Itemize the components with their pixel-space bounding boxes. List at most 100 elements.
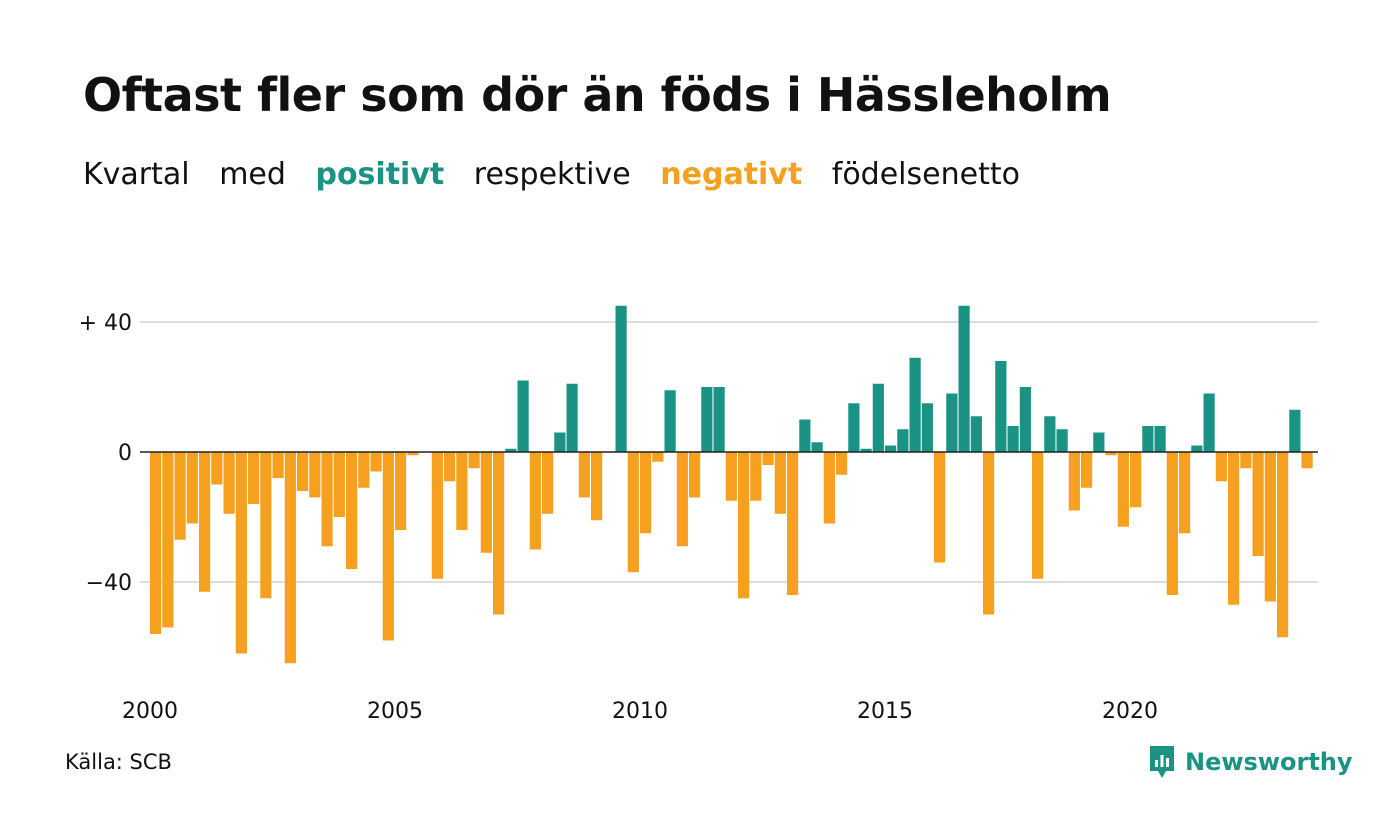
bar: [309, 452, 321, 498]
bar: [909, 357, 921, 452]
bar: [321, 452, 333, 547]
bar: [995, 361, 1007, 452]
gridlines: [140, 321, 1318, 583]
bar: [872, 383, 884, 452]
bar: [456, 452, 468, 530]
bar: [1289, 409, 1301, 452]
bar: [505, 448, 517, 452]
bar: [1154, 426, 1166, 452]
bar: [1228, 452, 1240, 605]
bar: [1130, 452, 1142, 508]
bar: [934, 452, 946, 563]
bar: [750, 452, 762, 501]
subtitle-kvartal: Kvartal: [83, 157, 190, 192]
bar: [1019, 387, 1031, 452]
bar: [725, 452, 737, 501]
bar: [615, 305, 627, 452]
bar: [1032, 452, 1044, 579]
bar: [333, 452, 345, 517]
bar: [1081, 452, 1093, 488]
bar: [223, 452, 235, 514]
subtitle-negative-word: negativt: [660, 157, 803, 192]
bar: [284, 452, 296, 664]
bar: [1203, 393, 1215, 452]
bar: [529, 452, 541, 550]
bar: [1093, 432, 1105, 452]
bar: [1166, 452, 1178, 595]
bar: [542, 452, 554, 514]
source-note: Källa: SCB: [65, 750, 172, 774]
bar: [272, 452, 284, 478]
bar: [799, 419, 811, 452]
bar: [676, 452, 688, 547]
logo-text: Newsworthy: [1185, 748, 1353, 776]
subtitle-respektive: respektive: [473, 157, 631, 192]
bar: [1117, 452, 1129, 527]
chart-subtitle: Kvartal med positivt respektive negativt…: [83, 157, 1040, 192]
bar: [860, 448, 872, 452]
bar: [517, 380, 529, 452]
x-tick-label: 2015: [857, 699, 913, 724]
bar: [431, 452, 443, 579]
bar: [689, 452, 701, 498]
bar: [395, 452, 407, 530]
chart-title: Oftast fler som dör än föds i Hässleholm: [83, 68, 1112, 122]
x-tick-label: 2000: [122, 699, 178, 724]
bar: [1179, 452, 1191, 534]
bar: [811, 442, 823, 452]
bar: [211, 452, 223, 485]
bar: [407, 452, 419, 456]
bar: [248, 452, 260, 504]
bar: [1301, 452, 1313, 469]
bar: [664, 390, 676, 452]
bar: [346, 452, 358, 569]
bar: [382, 452, 394, 641]
bar: [199, 452, 211, 592]
bar: [150, 452, 162, 634]
bar: [358, 452, 370, 488]
axes: + 40 0 −40 2000 2005 2010 2015 2020: [79, 311, 1318, 724]
bar: [946, 393, 958, 452]
bars: [150, 305, 1313, 664]
bar: [921, 403, 933, 452]
bar: [848, 403, 860, 452]
bar: [970, 416, 982, 452]
bar: [787, 452, 799, 595]
bar: [738, 452, 750, 599]
y-tick-label: + 40: [79, 311, 132, 336]
bar: [1252, 452, 1264, 556]
bar: [1264, 452, 1276, 602]
bar: [958, 305, 970, 452]
bar: [1068, 452, 1080, 511]
bar: [186, 452, 198, 524]
bar: [652, 452, 664, 462]
bar: [370, 452, 382, 472]
bar: [591, 452, 603, 521]
bar: [1142, 426, 1154, 452]
bar: [762, 452, 774, 465]
bar: [162, 452, 174, 628]
bar: [701, 387, 713, 452]
newsworthy-logo[interactable]: Newsworthy: [1148, 743, 1353, 781]
bar: [260, 452, 272, 599]
bar: [1007, 426, 1019, 452]
bar: [1105, 452, 1117, 456]
newsworthy-logo-icon: [1150, 746, 1174, 778]
bar: [1044, 416, 1056, 452]
subtitle-med: med: [219, 157, 286, 192]
bar: [174, 452, 186, 540]
x-tick-label: 2005: [367, 699, 423, 724]
bar: [235, 452, 247, 654]
bar: [897, 429, 909, 452]
bar: [480, 452, 492, 553]
bar: [297, 452, 309, 491]
y-tick-label: −40: [86, 571, 132, 596]
bar: [713, 387, 725, 452]
bar: [823, 452, 835, 524]
bar: [885, 445, 897, 452]
bar: [444, 452, 456, 482]
bar: [1056, 429, 1068, 452]
bar: [493, 452, 505, 615]
bar: [1240, 452, 1252, 469]
